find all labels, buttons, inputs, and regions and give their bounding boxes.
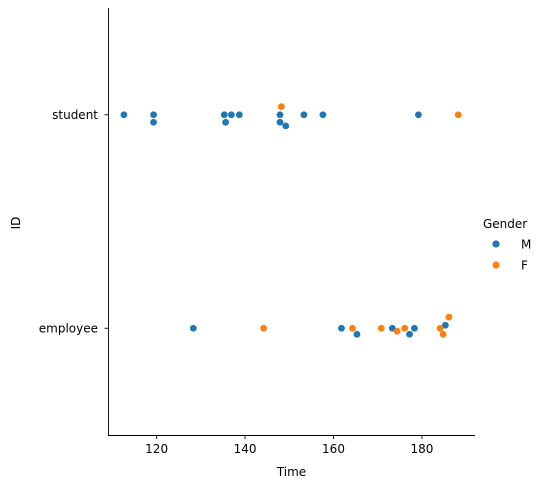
x-tick-label: 120 (145, 442, 168, 456)
data-point-m (235, 111, 243, 119)
data-point-f (454, 111, 462, 119)
data-point-m (150, 118, 157, 126)
data-point-m (319, 111, 327, 119)
data-point-m (282, 122, 290, 130)
x-axis-title: Time (276, 465, 306, 479)
y-axis-title: ID (9, 217, 23, 230)
data-point-m (120, 111, 128, 119)
data-point-m (189, 324, 197, 332)
legend-marker-m (492, 240, 500, 248)
legend-label-m: M (521, 238, 531, 252)
plot-area: 120 140 160 180 student employee (39, 8, 475, 456)
data-point-m (406, 330, 413, 338)
data-point-m (222, 118, 230, 126)
y-axis-ticks: student employee (39, 108, 108, 335)
data-point-m (227, 111, 235, 119)
data-point-f (377, 324, 385, 332)
data-point-m (276, 111, 284, 119)
x-tick-label: 140 (234, 442, 257, 456)
x-axis-ticks: 120 140 160 180 (145, 435, 433, 456)
y-tick-label: student (52, 108, 98, 122)
data-point-m (441, 321, 449, 329)
data-point-f (439, 330, 447, 338)
legend: Gender M F (483, 217, 531, 273)
data-point-m (415, 111, 422, 119)
data-point-f (349, 324, 356, 332)
data-point-m (388, 324, 396, 332)
data-point-f (401, 324, 409, 332)
data-point-m (411, 324, 418, 332)
legend-label-f: F (521, 259, 528, 273)
data-point-f (260, 324, 268, 332)
data-point-m (300, 111, 308, 119)
x-tick-label: 180 (410, 442, 433, 456)
data-point-f (436, 324, 444, 332)
legend-marker-f (492, 261, 500, 269)
data-point-m (220, 111, 228, 119)
data-point-f (445, 313, 453, 321)
data-points (120, 103, 462, 338)
data-point-m (150, 111, 157, 119)
x-tick-label: 160 (322, 442, 345, 456)
y-tick-label: employee (39, 321, 98, 335)
data-point-f (393, 327, 401, 335)
data-point-m (276, 118, 284, 126)
legend-title: Gender (483, 217, 527, 231)
data-point-m (338, 324, 345, 332)
data-point-f (277, 103, 285, 111)
data-point-m (353, 330, 361, 338)
